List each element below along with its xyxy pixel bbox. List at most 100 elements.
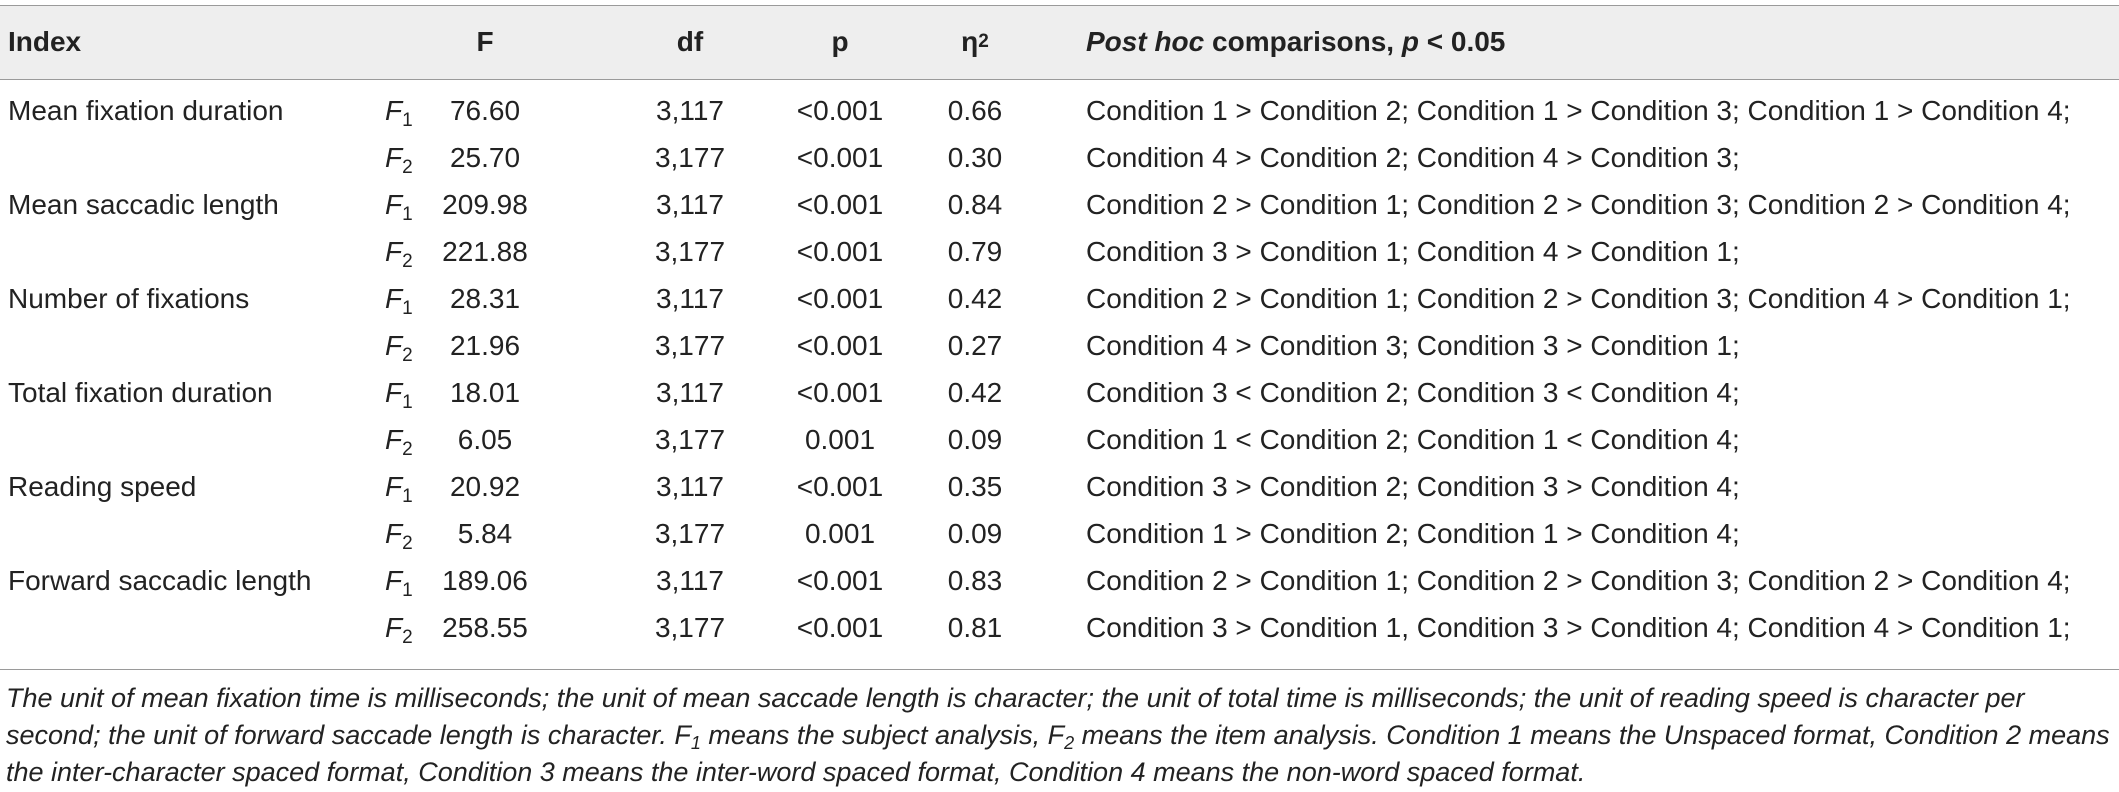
posthoc-cell: Condition 2 > Condition 1; Condition 2 >… <box>1086 565 2071 596</box>
table-row: Forward saccadic length F1 189.06 3,117 <0.0… <box>0 557 2119 604</box>
posthoc-cell: Condition 2 > Condition 1; Condition 2 >… <box>1086 283 2071 314</box>
header-rule <box>0 79 2119 80</box>
factor-cell: F2 <box>385 236 413 272</box>
index-cell <box>8 510 378 557</box>
factor-cell: F2 <box>385 330 413 366</box>
df-cell: 3,117 <box>656 377 724 408</box>
f-value-cell: 25.70 <box>449 142 521 173</box>
factor-cell: F1 <box>385 189 413 225</box>
index-cell <box>8 228 378 275</box>
eta-squared-cell: 0.27 <box>947 330 1003 361</box>
bottom-rule <box>0 669 2119 670</box>
index-cell <box>8 134 378 181</box>
top-rule <box>0 5 2119 6</box>
eta-squared-cell: 0.84 <box>947 189 1003 220</box>
p-value-cell: <0.001 <box>796 236 884 267</box>
header-posthoc: Post hoc comparisons, p < 0.05 <box>1086 26 1506 57</box>
p-value-cell: <0.001 <box>796 377 884 408</box>
posthoc-cell: Condition 2 > Condition 1; Condition 2 >… <box>1086 189 2071 220</box>
header-p: p <box>831 26 849 57</box>
df-cell: 3,117 <box>656 565 724 596</box>
f-value-cell: 258.55 <box>442 612 528 643</box>
factor-cell: F1 <box>385 283 413 319</box>
factor-cell: F2 <box>385 142 413 178</box>
index-cell: Reading speed <box>8 471 197 502</box>
header-index: Index <box>8 26 82 57</box>
p-value-cell: <0.001 <box>796 612 884 643</box>
df-cell: 3,117 <box>656 95 724 126</box>
factor-cell: F1 <box>385 377 413 413</box>
factor-cell: F1 <box>385 565 413 601</box>
p-value-cell: 0.001 <box>804 424 876 455</box>
f-value-cell: 189.06 <box>442 565 528 596</box>
df-cell: 3,177 <box>654 142 726 173</box>
table-row: F2 25.70 3,177 <0.001 0.30 Condition 4 > Cond… <box>0 134 2119 181</box>
f-value-cell: 20.92 <box>449 471 521 502</box>
index-cell <box>8 416 378 463</box>
factor-cell: F2 <box>385 424 413 460</box>
eta-squared-cell: 0.09 <box>947 424 1003 455</box>
table-row: Mean fixation duration F1 76.60 3,117 <0.001… <box>0 87 2119 134</box>
posthoc-cell: Condition 3 < Condition 2; Condition 3 <… <box>1086 377 1740 408</box>
posthoc-cell: Condition 4 > Condition 3; Condition 3 >… <box>1086 330 1740 361</box>
index-cell: Mean fixation duration <box>8 95 284 126</box>
table-row: F2 5.84 3,177 0.001 0.09 Condition 1 > Condit… <box>0 510 2119 557</box>
eta-squared-cell: 0.83 <box>947 565 1003 596</box>
p-value-cell: <0.001 <box>796 565 884 596</box>
index-cell: Forward saccadic length <box>8 565 312 596</box>
index-cell: Number of fixations <box>8 283 250 314</box>
table-row: Number of fixations F1 28.31 3,117 <0.001 0.4… <box>0 275 2119 322</box>
table-row: F2 21.96 3,177 <0.001 0.27 Condition 4 > Cond… <box>0 322 2119 369</box>
factor-cell: F2 <box>385 518 413 554</box>
table-row: F2 221.88 3,177 <0.001 0.79 Condition 3 > Con… <box>0 228 2119 275</box>
df-cell: 3,177 <box>654 518 726 549</box>
header-f: F <box>476 26 494 57</box>
df-cell: 3,177 <box>654 612 726 643</box>
eta-squared-cell: 0.79 <box>947 236 1003 267</box>
p-value-cell: <0.001 <box>796 330 884 361</box>
table-row: Total fixation duration F1 18.01 3,117 <0.00… <box>0 369 2119 416</box>
f-value-cell: 21.96 <box>449 330 521 361</box>
header-eta-squared: η2 <box>961 26 989 57</box>
posthoc-cell: Condition 3 > Condition 1; Condition 4 >… <box>1086 236 1740 267</box>
table-header-row: Index F df p η2 Post hoc comparisons, p … <box>0 5 2119 79</box>
posthoc-cell: Condition 3 > Condition 2; Condition 3 >… <box>1086 471 1740 502</box>
table-row: Reading speed F1 20.92 3,117 <0.001 0.35 Condi… <box>0 463 2119 510</box>
f-value-cell: 209.98 <box>442 189 528 220</box>
f-value-cell: 221.88 <box>442 236 528 267</box>
p-value-cell: <0.001 <box>796 142 884 173</box>
table-row: F2 258.55 3,177 <0.001 0.81 Condition 3 > Con… <box>0 604 2119 651</box>
f-value-cell: 5.84 <box>457 518 513 549</box>
eta-squared-cell: 0.30 <box>947 142 1003 173</box>
index-cell <box>8 322 378 369</box>
df-cell: 3,177 <box>654 236 726 267</box>
header-df: df <box>676 26 704 57</box>
table-row: F2 6.05 3,177 0.001 0.09 Condition 1 < Condit… <box>0 416 2119 463</box>
eta-squared-cell: 0.35 <box>947 471 1003 502</box>
eta-squared-cell: 0.66 <box>947 95 1003 126</box>
p-value-cell: <0.001 <box>796 189 884 220</box>
f-value-cell: 76.60 <box>449 95 521 126</box>
p-value-cell: <0.001 <box>796 95 884 126</box>
factor-cell: F1 <box>385 471 413 507</box>
f-value-cell: 18.01 <box>449 377 521 408</box>
posthoc-cell: Condition 1 > Condition 2; Condition 1 >… <box>1086 95 2071 126</box>
p-value-cell: <0.001 <box>796 471 884 502</box>
index-cell: Total fixation duration <box>8 377 273 408</box>
df-cell: 3,117 <box>656 189 724 220</box>
table-row: Mean saccadic length F1 209.98 3,117 <0.001 0… <box>0 181 2119 228</box>
factor-cell: F2 <box>385 612 413 648</box>
df-cell: 3,117 <box>656 471 724 502</box>
p-value-cell: 0.001 <box>804 518 876 549</box>
df-cell: 3,177 <box>654 330 726 361</box>
posthoc-cell: Condition 3 > Condition 1, Condition 3 >… <box>1086 612 2071 643</box>
eta-squared-cell: 0.09 <box>947 518 1003 549</box>
eta-squared-cell: 0.81 <box>947 612 1003 643</box>
p-value-cell: <0.001 <box>796 283 884 314</box>
index-cell <box>8 604 378 651</box>
table-footnote: The unit of mean fixation time is millis… <box>6 683 2118 787</box>
index-cell: Mean saccadic length <box>8 189 279 220</box>
f-value-cell: 28.31 <box>449 283 521 314</box>
df-cell: 3,177 <box>654 424 726 455</box>
posthoc-cell: Condition 1 < Condition 2; Condition 1 <… <box>1086 424 1740 455</box>
